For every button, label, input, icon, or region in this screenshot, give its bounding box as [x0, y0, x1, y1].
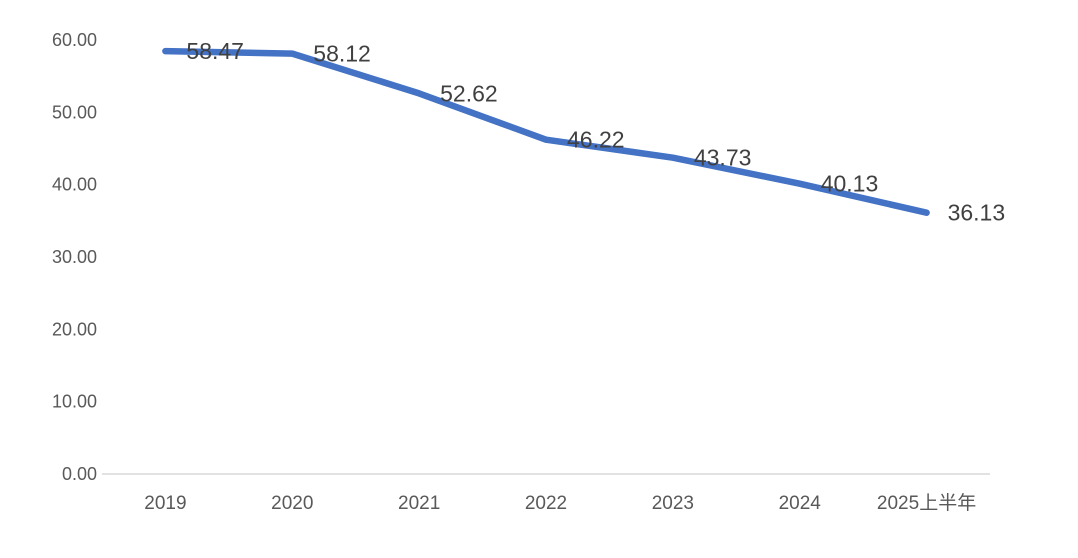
x-axis-category-label: 2020: [271, 493, 313, 514]
y-axis-tick-label: 20.00: [52, 319, 97, 339]
y-axis-tick-label: 30.00: [52, 247, 97, 267]
x-axis-category-label: 2024: [779, 493, 822, 514]
y-axis-tick-label: 40.00: [52, 175, 97, 195]
data-point-label: 43.73: [694, 145, 752, 171]
y-axis-tick-label: 60.00: [52, 30, 97, 50]
x-axis-category-label: 2022: [525, 493, 567, 514]
x-axis-category-label: 2025上半年: [877, 492, 976, 514]
y-axis-tick-label: 10.00: [52, 392, 97, 412]
data-point-label: 52.62: [440, 80, 498, 106]
y-axis-tick-label: 50.00: [52, 102, 97, 122]
y-axis-tick-label: 0.00: [62, 464, 97, 484]
data-point-label: 36.13: [948, 200, 1006, 226]
data-point-label: 46.22: [567, 127, 625, 153]
data-point-label: 40.13: [821, 171, 879, 197]
x-axis-category-label: 2019: [144, 493, 186, 514]
data-point-label: 58.12: [313, 41, 371, 67]
data-point-label: 58.47: [186, 38, 244, 64]
data-series-line: [162, 47, 930, 216]
x-axis-category-label: 2021: [398, 493, 440, 514]
x-axis-category-label: 2023: [652, 493, 694, 514]
